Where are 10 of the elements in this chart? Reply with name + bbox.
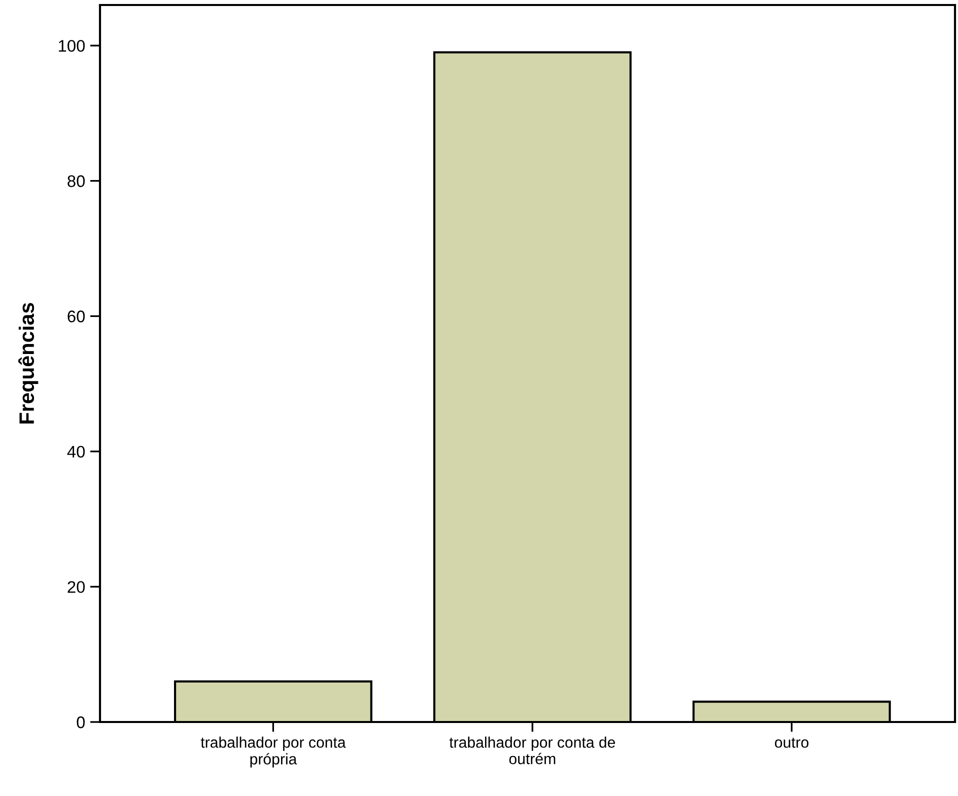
y-tick-label: 80 xyxy=(68,175,85,188)
y-tick-label: 40 xyxy=(67,446,85,458)
y-tick-label: 0 xyxy=(76,716,85,728)
x-tick-label: trabalhador por conta de outrém xyxy=(449,736,615,764)
y-tick-label: 20 xyxy=(68,581,85,593)
y-tick-label: 100 xyxy=(58,40,85,52)
x-tick-label: trabalhador por conta própria xyxy=(200,736,346,768)
y-tick-label: 60 xyxy=(68,310,85,322)
x-tick-label: outro xyxy=(774,738,808,748)
y-axis-title: Frequências xyxy=(18,302,38,424)
